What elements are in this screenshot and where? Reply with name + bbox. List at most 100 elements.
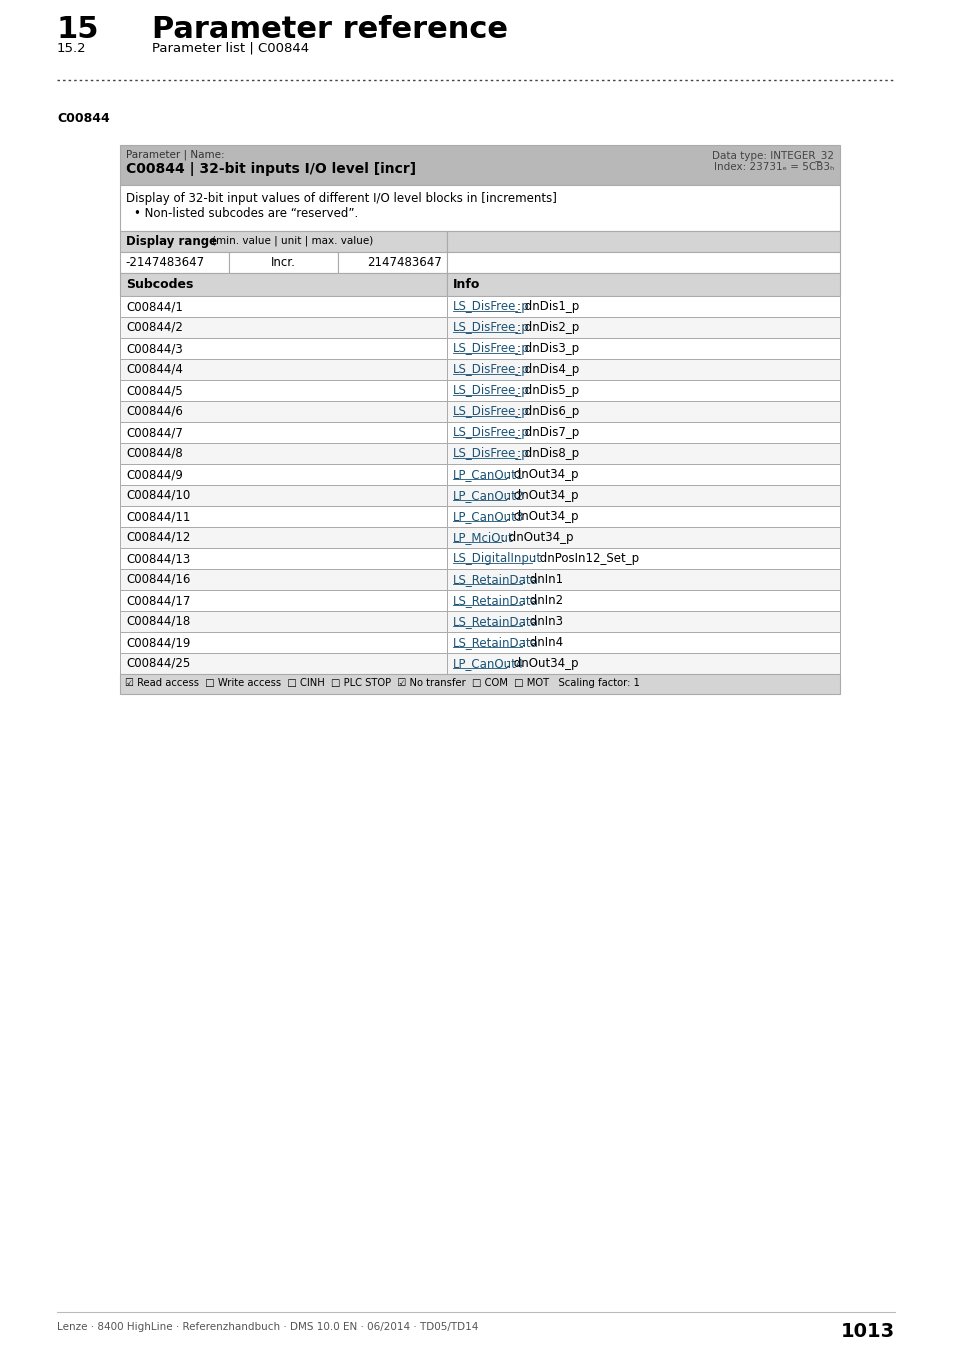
Text: C00844/5: C00844/5 [126,383,183,397]
Bar [447,506,840,526]
Text: LS_DisFree_p: LS_DisFree_p [453,300,529,313]
Text: : dnDis3_p: : dnDis3_p [517,342,578,355]
Text: -2147483647: -2147483647 [125,256,204,269]
Text: (min. value | unit | max. value): (min. value | unit | max. value) [212,235,373,246]
Text: Display of 32-bit input values of different I/O level blocks in [increments]: Display of 32-bit input values of differ… [126,192,557,205]
Text: Subcodes: Subcodes [126,278,193,292]
Text: : dnIn2: : dnIn2 [521,594,562,608]
Text: : dnOut34_p: : dnOut34_p [505,657,578,670]
Bar [120,526,447,548]
Text: : dnDis2_p: : dnDis2_p [517,321,578,333]
Bar [229,252,337,273]
Text: C00844/3: C00844/3 [126,342,183,355]
Bar [120,252,229,273]
Text: C00844/12: C00844/12 [126,531,191,544]
Text: C00844/13: C00844/13 [126,552,190,566]
Text: C00844/7: C00844/7 [126,427,183,439]
Bar [447,317,840,338]
Text: Lenze · 8400 HighLine · Referenzhandbuch · DMS 10.0 EN · 06/2014 · TD05/TD14: Lenze · 8400 HighLine · Referenzhandbuch… [57,1322,477,1332]
Bar [447,296,840,317]
Text: 1013: 1013 [840,1322,894,1341]
Bar [120,568,447,590]
Bar [120,423,447,443]
Bar [120,273,447,296]
Text: C00844/9: C00844/9 [126,468,183,481]
Bar [120,144,840,185]
Bar [120,359,447,379]
Text: ☑ Read access  □ Write access  □ CINH  □ PLC STOP  ☑ No transfer  □ COM  □ MOT  : ☑ Read access □ Write access □ CINH □ PL… [125,678,639,688]
Bar [120,317,447,338]
Text: C00844/10: C00844/10 [126,489,190,502]
Text: LS_DisFree_p: LS_DisFree_p [453,405,529,418]
Bar [447,231,840,252]
Bar [120,464,447,485]
Text: Index: 23731ₑ = 5CB3ₕ: Index: 23731ₑ = 5CB3ₕ [713,162,833,171]
Text: C00844/25: C00844/25 [126,657,190,670]
Text: 15: 15 [57,15,99,45]
Bar [120,632,447,653]
Bar [447,379,840,401]
Text: Info: Info [453,278,480,292]
Text: LS_DigitalInput: LS_DigitalInput [453,552,541,566]
Text: Incr.: Incr. [271,256,295,269]
Bar [120,653,447,674]
Bar [447,464,840,485]
Bar [337,252,447,273]
Bar [120,185,840,231]
Text: LS_DisFree_p: LS_DisFree_p [453,363,529,377]
Bar [447,252,840,273]
Text: C00844/17: C00844/17 [126,594,191,608]
Text: C00844/6: C00844/6 [126,405,183,418]
Bar [447,401,840,423]
Bar [447,273,840,296]
Bar [447,526,840,548]
Text: : dnDis5_p: : dnDis5_p [517,383,578,397]
Bar [120,231,447,252]
Text: LS_DisFree_p: LS_DisFree_p [453,427,529,439]
Bar [447,548,840,568]
Bar [447,359,840,379]
Text: : dnDis1_p: : dnDis1_p [517,300,578,313]
Text: C00844/18: C00844/18 [126,616,190,628]
Bar [447,612,840,632]
Bar [120,379,447,401]
Bar [447,338,840,359]
Text: 15.2: 15.2 [57,42,87,55]
Text: C00844/4: C00844/4 [126,363,183,377]
Text: Display range: Display range [126,235,217,248]
Text: LS_DisFree_p: LS_DisFree_p [453,321,529,333]
Text: C00844/1: C00844/1 [126,300,183,313]
Text: 2147483647: 2147483647 [367,256,441,269]
Bar [447,653,840,674]
Text: C00844/16: C00844/16 [126,572,191,586]
Bar [120,401,447,423]
Text: : dnOut34_p: : dnOut34_p [505,489,578,502]
Text: LP_CanOut3: LP_CanOut3 [453,510,524,522]
Text: LP_CanOut2: LP_CanOut2 [453,489,524,502]
Bar [120,548,447,568]
Bar [447,485,840,506]
Text: C00844/2: C00844/2 [126,321,183,333]
Text: LS_RetainData: LS_RetainData [453,616,538,628]
Bar [120,612,447,632]
Text: C00844/19: C00844/19 [126,636,191,649]
Text: : dnDis4_p: : dnDis4_p [517,363,578,377]
Text: LP_CanOut4: LP_CanOut4 [453,657,524,670]
Text: LP_MciOut: LP_MciOut [453,531,514,544]
Text: LS_RetainData: LS_RetainData [453,572,538,586]
Text: C00844: C00844 [57,112,110,126]
Bar [120,506,447,526]
Bar [120,485,447,506]
Bar [447,590,840,612]
Bar [120,590,447,612]
Text: LP_CanOut1: LP_CanOut1 [453,468,524,481]
Text: C00844/8: C00844/8 [126,447,183,460]
Bar [120,443,447,464]
Text: : dnIn3: : dnIn3 [521,616,562,628]
Text: : dnIn1: : dnIn1 [521,572,562,586]
Text: Parameter | Name:: Parameter | Name: [126,150,224,161]
Text: : dnOut34_p: : dnOut34_p [505,468,578,481]
Bar [120,296,447,317]
Text: LS_DisFree_p: LS_DisFree_p [453,447,529,460]
Text: Parameter reference: Parameter reference [152,15,507,45]
